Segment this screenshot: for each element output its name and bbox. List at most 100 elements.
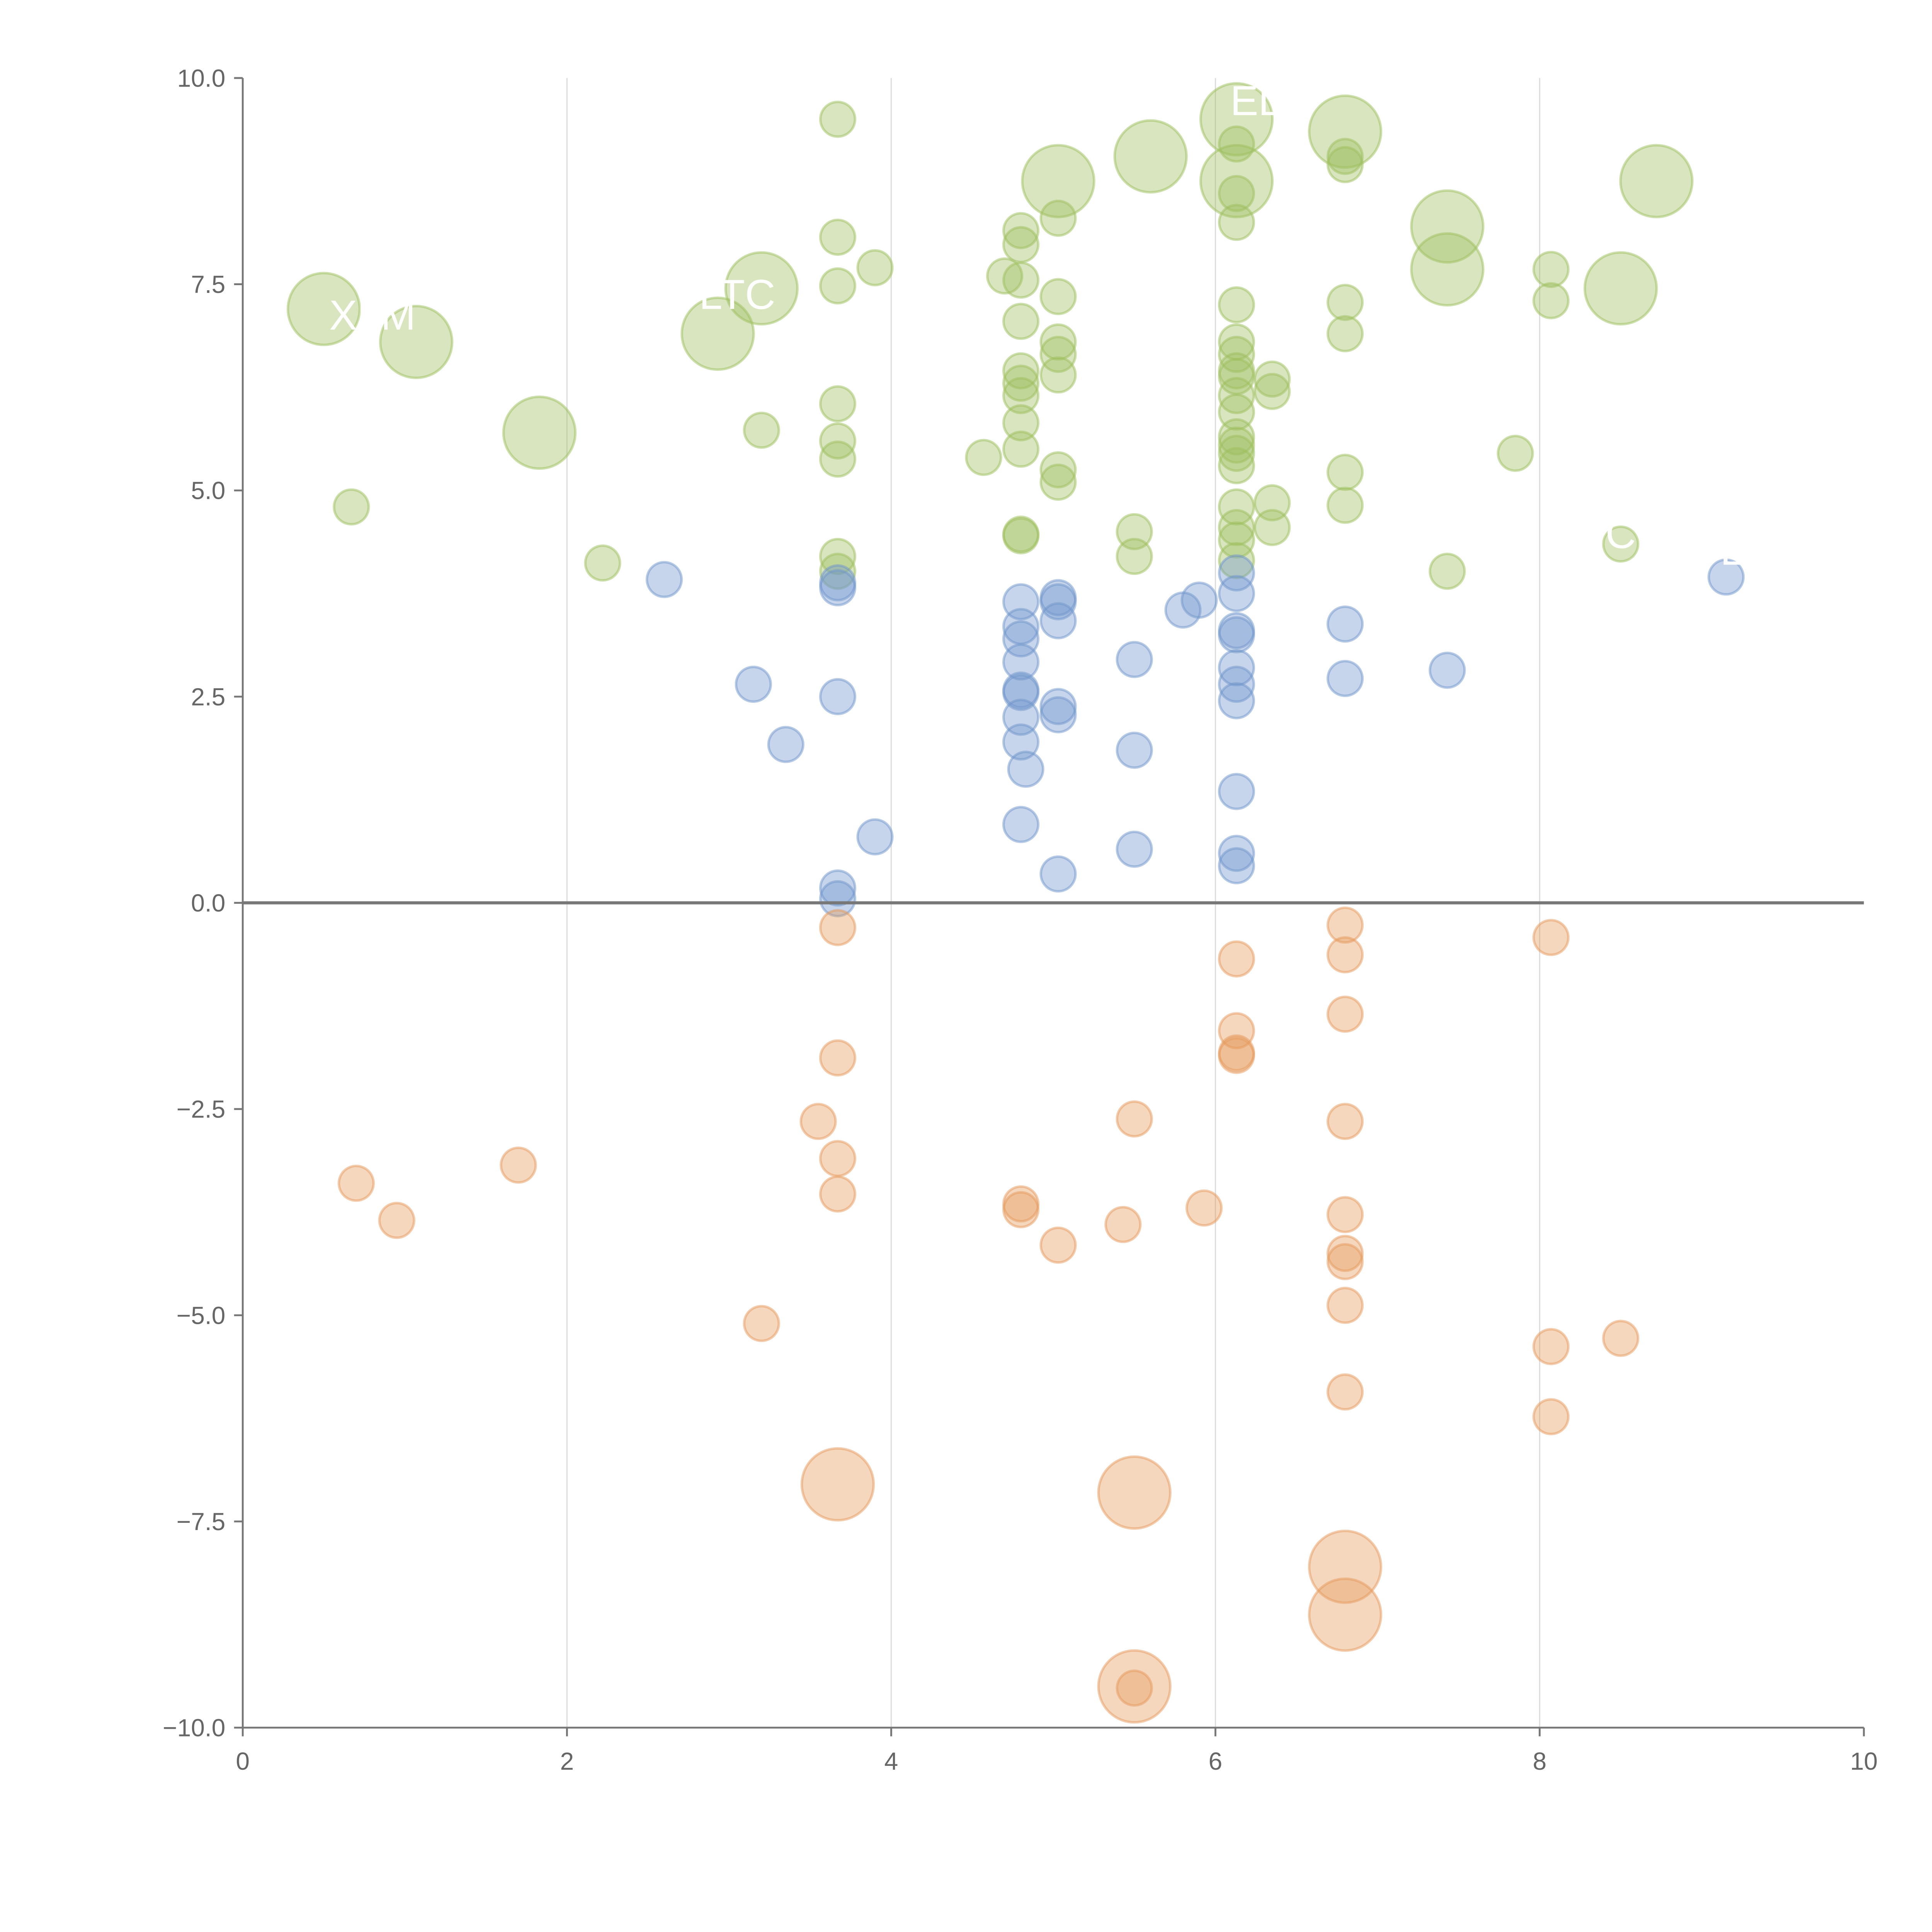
orange-bubble (1218, 1037, 1255, 1074)
blue-bubble (767, 726, 804, 763)
point-label: E (1720, 527, 1748, 574)
green-bubble (1002, 226, 1040, 264)
blue-bubble (1039, 602, 1077, 639)
y-tick: −10.0 (163, 1714, 243, 1742)
green-bubble (1602, 525, 1639, 563)
x-tick-label: 0 (236, 1747, 250, 1775)
blue-bubble (1218, 773, 1255, 810)
green-bubble (1218, 435, 1255, 472)
green-bubble (1113, 119, 1188, 194)
green-bubble (1429, 553, 1466, 590)
blue-bubble (1039, 688, 1077, 725)
green-bubble (1002, 303, 1040, 340)
green-bubble (1327, 315, 1364, 352)
green-bubble (584, 544, 621, 582)
x-tick: 0 (236, 1728, 250, 1775)
blue-bubble (1327, 605, 1364, 643)
green-bubble (1410, 232, 1485, 307)
blue-bubble (735, 665, 772, 703)
green-bubble (502, 395, 577, 470)
orange-bubble (1327, 936, 1364, 974)
blue-bubble (1039, 855, 1077, 893)
y-tick-label: 2.5 (191, 683, 225, 711)
green-bubble (1039, 278, 1077, 315)
green-bubble (379, 304, 454, 379)
y-tick: 5.0 (191, 477, 243, 505)
green-bubble (1002, 364, 1040, 402)
x-tick: 8 (1533, 1728, 1547, 1775)
blue-bubble (1708, 558, 1745, 596)
axes: 0 2 4 6 8 10 10.0 7.5 5.0 2.5 0.0 −2.5 −5.0 −7.5 −10.0 (163, 64, 1878, 1775)
orange-bubble (1218, 940, 1255, 978)
green-bubble (743, 412, 780, 449)
blue-bubble (1002, 723, 1040, 761)
blue-bubble (1116, 731, 1153, 769)
orange-bubble (1039, 1226, 1077, 1264)
green-bubble (819, 267, 857, 304)
green-bubble (1002, 261, 1040, 299)
blue-bubble (1218, 682, 1255, 719)
x-tick: 10 (1850, 1728, 1878, 1775)
orange-bubble (1532, 919, 1570, 956)
orange-bubble (819, 909, 857, 946)
blue-bubble (1002, 643, 1040, 681)
y-tick-label: 0.0 (191, 889, 225, 917)
blue-bubble (819, 678, 857, 715)
orange-bubble (1532, 1398, 1570, 1435)
orange-bubble (1327, 1373, 1364, 1411)
green-bubble (1039, 199, 1077, 237)
blue-bubble (1218, 554, 1255, 592)
orange-bubble (819, 1039, 857, 1077)
blue-bubble (645, 561, 683, 598)
y-tick-label: −10.0 (163, 1714, 225, 1742)
green-bubble (819, 100, 857, 138)
green-bubble (333, 488, 370, 526)
green-bubble (1218, 521, 1255, 559)
green-bubble (1218, 447, 1255, 485)
orange-bubble (743, 1305, 780, 1342)
green-bubble (1218, 542, 1255, 579)
x-tick-label: 6 (1209, 1747, 1223, 1775)
orange-bubble (1532, 1328, 1570, 1366)
green-bubble (1218, 125, 1255, 163)
orange-bubble (1116, 1669, 1153, 1707)
green-bubble (1253, 372, 1291, 410)
x-tick-label: 8 (1533, 1747, 1547, 1775)
orange-bubble (500, 1146, 537, 1184)
orange-bubble (1327, 995, 1364, 1033)
orange-bubble (1097, 1649, 1172, 1724)
point-label: LTC (699, 271, 776, 318)
green-bubble (1039, 451, 1077, 488)
y-tick: −5.0 (177, 1301, 243, 1329)
blue-bubble (1039, 696, 1077, 733)
blue-bubble (856, 818, 894, 855)
blue-bubble (1429, 651, 1466, 689)
green-bubble (819, 218, 857, 256)
green-bubble (819, 385, 857, 423)
orange-bubble (1116, 1100, 1153, 1138)
green-bubble (1410, 189, 1485, 264)
green-bubble (1327, 284, 1364, 321)
y-tick-label: −7.5 (177, 1508, 226, 1536)
orange-bubble (1185, 1189, 1223, 1227)
x-tick: 6 (1209, 1728, 1223, 1775)
orange-bubble (819, 1140, 857, 1177)
green-bubble (1218, 286, 1255, 324)
green-bubble (1199, 82, 1274, 156)
x-tick-label: 10 (1850, 1747, 1878, 1775)
orange-bubble (799, 1103, 837, 1140)
point-labels: XLM LTC EL C E (329, 77, 1748, 574)
y-tick-label: −2.5 (177, 1095, 226, 1123)
y-tick: 10.0 (177, 64, 243, 92)
green-bubble (1199, 144, 1274, 218)
orange-bubble (1308, 1577, 1383, 1652)
point-label: XLM (329, 292, 416, 339)
green-bubble (1327, 486, 1364, 524)
green-bubble (1002, 517, 1040, 554)
y-tick: 0.0 (191, 889, 243, 917)
green-bubble (1218, 488, 1255, 526)
green-bubble (680, 296, 755, 371)
green-bubble (856, 249, 894, 286)
blue-bubble (819, 880, 857, 917)
